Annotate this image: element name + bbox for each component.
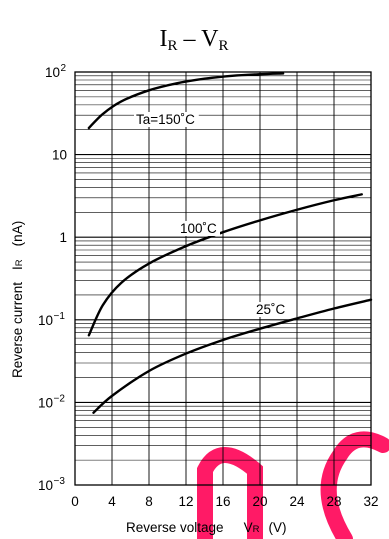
annotation-backdrop	[254, 302, 289, 317]
y-tick-exponent: −1	[54, 311, 66, 322]
y-tick-exponent: −3	[54, 476, 66, 487]
annotation-backdrop	[134, 112, 199, 127]
y-tick-base: 10	[52, 148, 67, 163]
x-axis-label: Reverse voltage VR (V)	[126, 520, 286, 535]
x-tick-label: 8	[145, 494, 153, 509]
annotation-100c: 100˚C	[180, 221, 217, 236]
x-tick-label: 32	[363, 494, 378, 509]
title-main-subscript: R	[168, 38, 178, 54]
series-line-100c	[87, 193, 363, 337]
y-axis-symbol: I	[10, 266, 25, 270]
y-tick-base: 10	[38, 395, 53, 410]
y-tick-label: 10	[38, 313, 53, 328]
x-tick-label: 24	[289, 494, 305, 509]
series-line-25c	[92, 298, 373, 414]
series-layer	[87, 72, 373, 414]
x-tick-label: 28	[326, 494, 341, 509]
y-tick-base: 10	[38, 313, 53, 328]
x-axis-unit: (V)	[268, 520, 286, 535]
y-axis-symbol-subscript: R	[14, 259, 25, 266]
watermark-layer	[197, 431, 389, 539]
y-axis-label-text: Reverse current	[10, 282, 25, 378]
annotation-backdrop	[178, 221, 220, 236]
title-dash: –	[178, 26, 202, 52]
y-tick-base: 10	[45, 65, 60, 80]
x-tick-label: 12	[178, 494, 193, 509]
x-axis-symbol-subscript: R	[253, 524, 260, 535]
x-tick-label: 0	[71, 494, 79, 509]
watermark-logo-stroke	[320, 431, 389, 539]
annotation-150c: Ta=150˚C	[136, 112, 195, 127]
title-second-subscript: R	[218, 38, 228, 54]
y-axis-label: Reverse current IR (nA)	[10, 221, 25, 378]
chart-title: IR – VR	[160, 26, 229, 54]
x-tick-label: 4	[108, 494, 116, 509]
x-tick-label: 20	[252, 494, 267, 509]
plot-frame	[74, 71, 372, 486]
x-tick-label: 16	[215, 494, 230, 509]
series-line-150c	[87, 72, 285, 130]
y-tick-label: 10	[38, 395, 53, 410]
watermark-logo-stroke	[197, 447, 263, 539]
y-tick-label: 10	[52, 148, 67, 163]
x-axis-label-text: Reverse voltage	[126, 520, 224, 535]
y-tick-exponent: 2	[61, 63, 67, 74]
y-tick-label: 10	[38, 478, 53, 493]
annotation-25c: 25˚C	[256, 302, 286, 317]
grid-layer	[74, 71, 372, 486]
y-tick-base: 1	[59, 230, 67, 245]
y-axis-unit: (nA)	[10, 221, 25, 247]
y-tick-base: 10	[38, 478, 53, 493]
y-tick-label: 10	[45, 65, 60, 80]
y-tick-label: 1	[59, 230, 67, 245]
y-tick-exponent: −2	[54, 393, 66, 404]
title-main: I	[160, 26, 168, 52]
x-axis-symbol: V	[244, 520, 253, 535]
title-second: V	[201, 26, 219, 52]
